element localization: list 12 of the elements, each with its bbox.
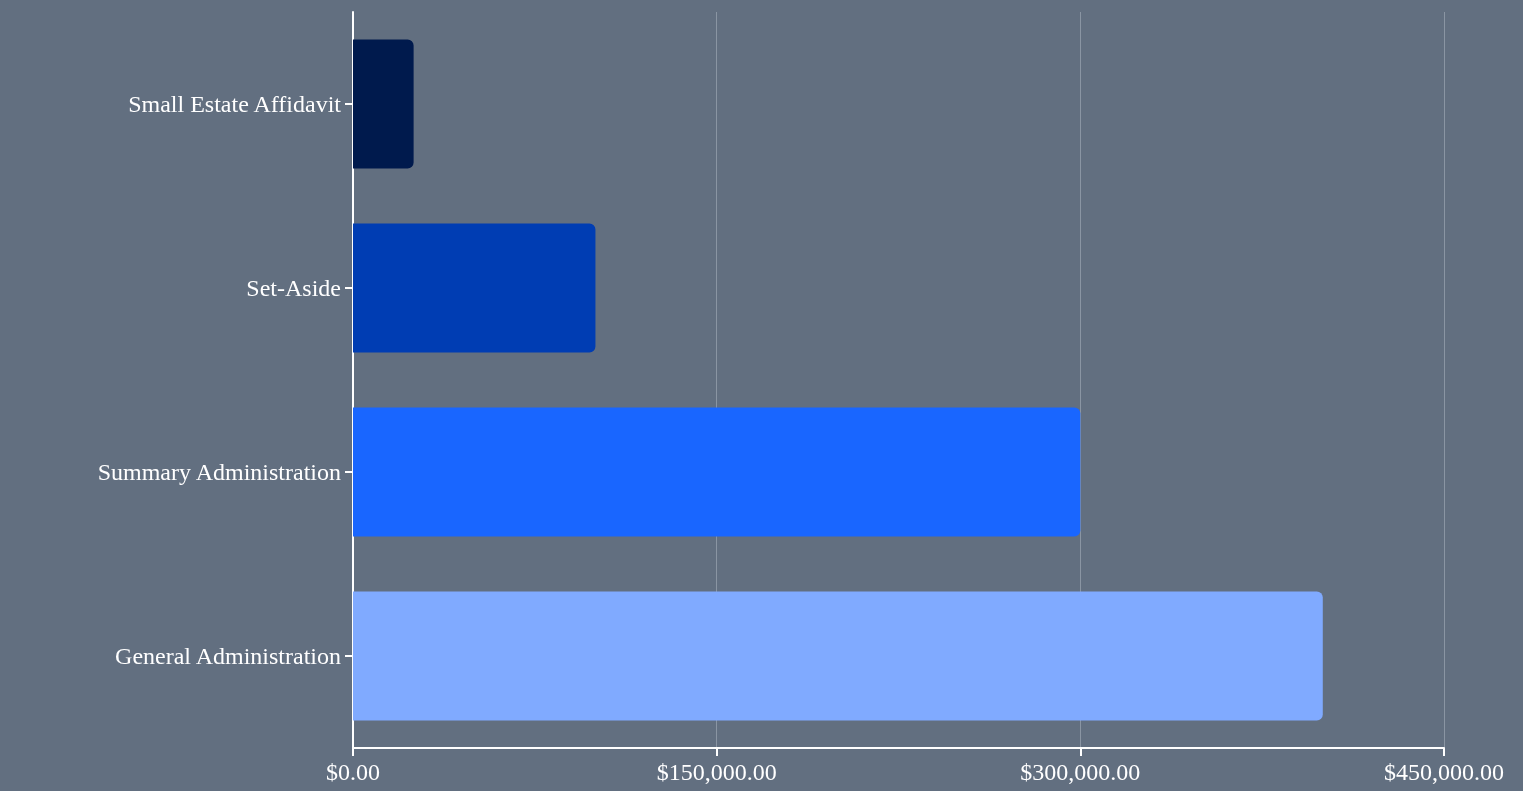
x-tick-label: $0.00 (326, 759, 380, 785)
y-tick-label: Small Estate Affidavit (128, 91, 342, 117)
y-tick-label: Summary Administration (97, 459, 341, 485)
bar (353, 407, 1081, 537)
x-tick-label: $300,000.00 (1020, 759, 1141, 785)
y-tick-label: General Administration (115, 643, 341, 669)
bar (353, 39, 414, 169)
x-tick-label: $150,000.00 (656, 759, 777, 785)
x-tick-label: $450,000.00 (1384, 759, 1504, 785)
bar (353, 591, 1323, 721)
y-tick-label: Set-Aside (246, 275, 341, 301)
bar (353, 223, 596, 353)
